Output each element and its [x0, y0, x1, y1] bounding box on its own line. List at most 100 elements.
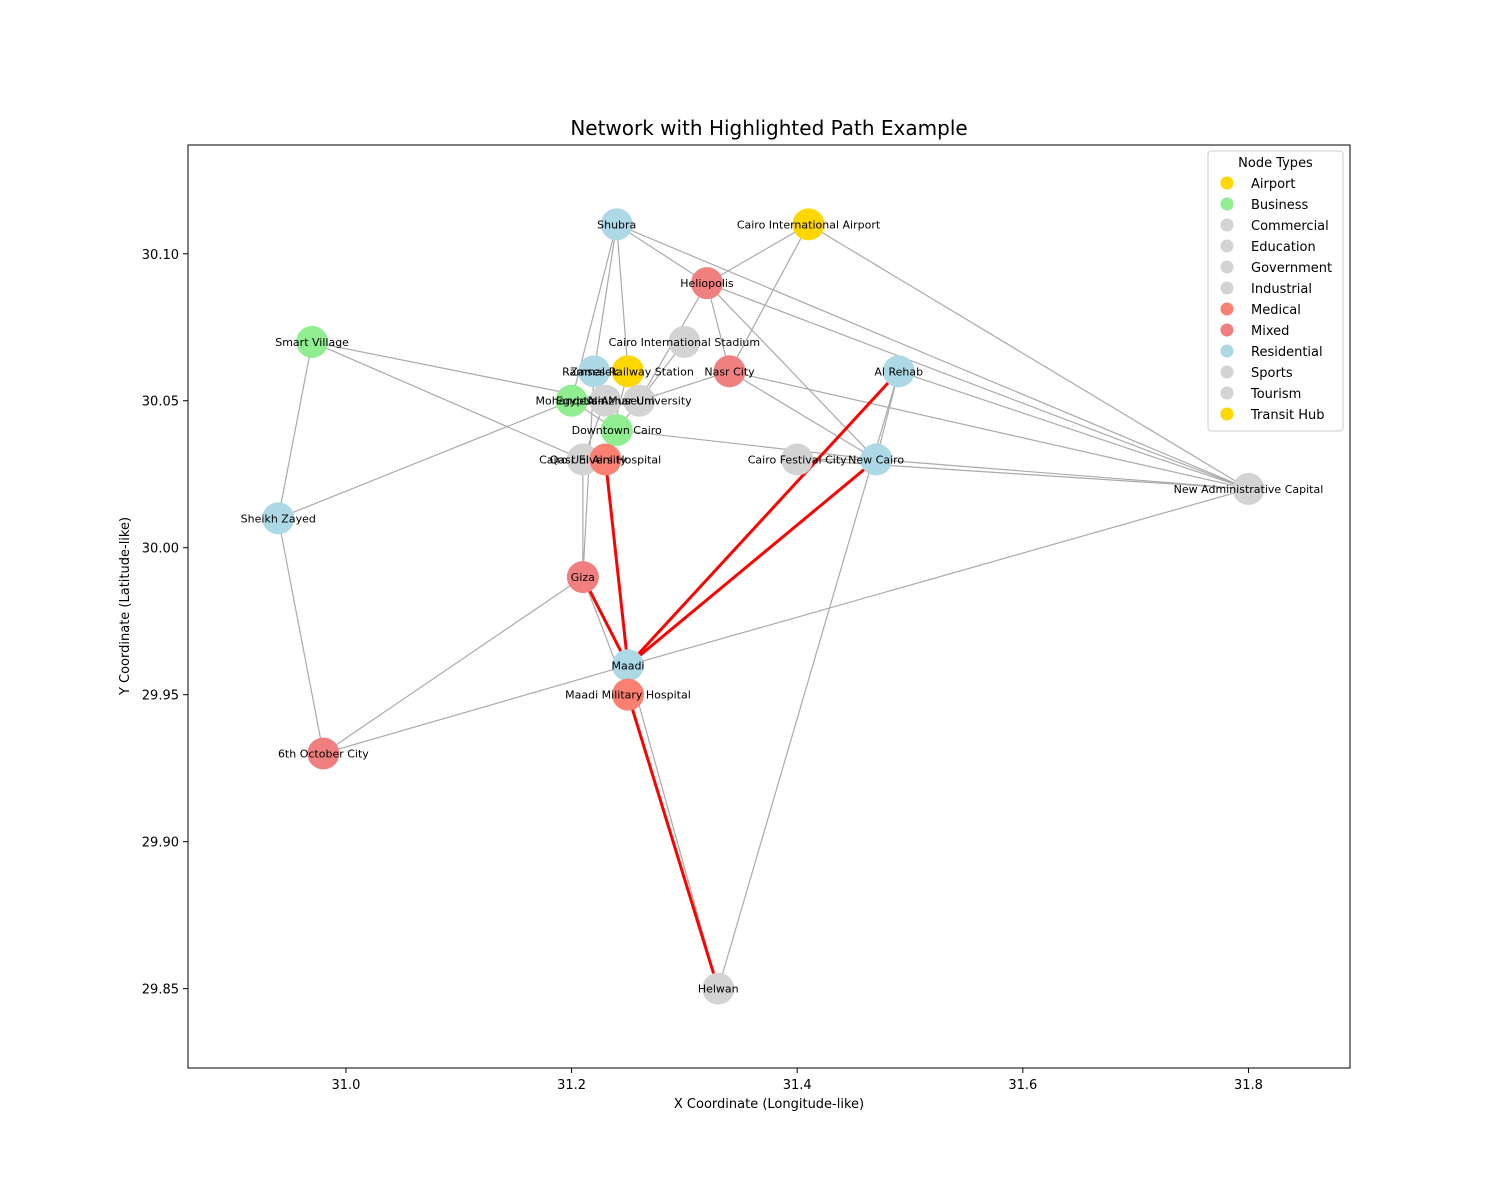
legend-label: Residential: [1251, 345, 1323, 360]
x-tick-label: 31.0: [331, 1078, 360, 1093]
legend-marker-residential: [1220, 344, 1234, 358]
edge-smartvillage-sheikhzayed: [277, 341, 313, 519]
plot-area-frame: [187, 144, 1351, 1069]
y-tick-label: 30.05: [142, 395, 179, 410]
node-label-smartvillage: Smart Village: [275, 336, 349, 349]
edge-heliopolis-newcairo: [706, 282, 877, 460]
node-downtown: [600, 414, 633, 447]
node-label-ramses: Ramses Railway Station: [562, 365, 694, 378]
node-maadihosp: [611, 678, 644, 711]
legend-marker-government: [1220, 260, 1234, 274]
node-label-alazhar: Al-Azhar University: [587, 395, 692, 408]
edge-alrehab-nac: [898, 370, 1249, 490]
node-label-cairouniv: Cairo University: [539, 454, 627, 467]
node-label-downtown: Downtown Cairo: [572, 424, 662, 437]
y-axis-label: Y Coordinate (Latitude-like): [118, 517, 133, 696]
node-airport: [792, 208, 825, 241]
edge-downtown-newcairo: [616, 429, 877, 461]
edge-shubra-zamalek: [593, 224, 618, 372]
edge-alrehab-helwan: [717, 371, 900, 989]
highlighted-edge-maadi-alrehab: [626, 370, 900, 667]
legend-label: Transit Hub: [1250, 408, 1324, 423]
node-label-shubra: Shubra: [597, 218, 636, 231]
legend-marker-airport: [1220, 176, 1234, 190]
legend-marker-mixed: [1220, 323, 1234, 337]
x-axis-label: X Coordinate (Longitude-like): [674, 1097, 864, 1112]
node-festival: [781, 443, 814, 476]
node-nasrcity: [713, 355, 746, 388]
node-museum: [589, 384, 622, 417]
node-helwan: [702, 972, 735, 1005]
edge-maadi-october: [323, 664, 629, 755]
x-tick-label: 31.2: [557, 1078, 586, 1093]
node-label-maadihosp: Maadi Military Hospital: [565, 689, 691, 702]
node-label-zamalek: Zamalek: [570, 365, 619, 378]
node-heliopolis: [690, 267, 723, 300]
node-label-mohandessin: Mohandessin: [535, 395, 607, 408]
highlighted-edge-maadihosp-helwan: [626, 694, 720, 990]
edge-newcairo-nac: [876, 458, 1249, 490]
legend-label: Industrial: [1251, 282, 1312, 297]
edge-smartvillage-cairouniv: [311, 341, 584, 461]
node-shubra: [600, 208, 633, 241]
node-label-newcairo: New Cairo: [848, 454, 904, 467]
legend-marker-business: [1220, 197, 1234, 211]
legend-marker-commercial: [1220, 218, 1234, 232]
node-label-festival: Cairo Festival City: [748, 454, 847, 467]
edge-shubra-nac: [616, 223, 1249, 490]
node-label-helwan: Helwan: [698, 983, 739, 996]
edge-airport-heliopolis: [706, 223, 809, 284]
node-label-nac: New Administrative Capital: [1174, 483, 1324, 496]
x-tick-label: 31.8: [1234, 1078, 1263, 1093]
edges-layer: [277, 223, 1249, 989]
node-label-giza: Giza: [571, 571, 595, 584]
legend: Node Types Airport Business Commercial Educa…: [1207, 150, 1344, 432]
node-label-heliopolis: Heliopolis: [680, 277, 734, 290]
edge-stadium-downtown: [616, 341, 685, 431]
node-label-nasrcity: Nasr City: [704, 365, 755, 378]
node-mohandessin: [555, 384, 588, 417]
node-giza: [566, 561, 599, 594]
legend-marker-medical: [1220, 302, 1234, 316]
node-ramses: [611, 355, 644, 388]
edge-airport-nac: [808, 223, 1249, 490]
edge-shubra-ramses: [616, 224, 629, 372]
node-label-alrehab: Al Rehab: [874, 365, 923, 378]
node-label-sheikhzayed: Sheikh Zayed: [241, 512, 316, 525]
nodes-layer: [262, 208, 1265, 1005]
x-tick-label: 31.6: [1008, 1078, 1037, 1093]
edge-shubra-heliopolis: [616, 223, 708, 284]
highlighted-path-layer: [581, 370, 900, 990]
node-label-october: 6th October City: [278, 747, 369, 760]
legend-label: Mixed: [1251, 324, 1289, 339]
node-stadium: [668, 325, 701, 358]
node-label-airport: Cairo International Airport: [737, 218, 881, 231]
node-newcairo: [860, 443, 893, 476]
node-label-qasr: Qasr El Aini Hospital: [550, 454, 662, 467]
node-label-museum: Egyptian Museum: [556, 395, 655, 408]
legend-marker-tourism: [1220, 386, 1234, 400]
legend-marker-industrial: [1220, 281, 1234, 295]
y-tick-label: 29.85: [142, 983, 179, 998]
node-smartvillage: [296, 325, 329, 358]
chart-title: Network with Highlighted Path Example: [570, 116, 967, 140]
legend-title: Node Types: [1238, 156, 1313, 171]
legend-marker-sports: [1220, 365, 1234, 379]
legend-marker-transit-hub: [1220, 407, 1234, 421]
edge-sheikhzayed-october: [277, 518, 324, 754]
node-sheikhzayed: [262, 502, 295, 535]
y-tick-label: 29.95: [142, 689, 179, 704]
node-labels-layer: Shubra Cairo International Airport Heliopo…: [241, 218, 1324, 995]
edge-maadi-nac: [627, 488, 1249, 666]
node-nac: [1232, 472, 1265, 505]
highlighted-edge-giza-maadi: [581, 576, 630, 666]
y-tick-label: 30.10: [142, 248, 179, 263]
legend-box: [1207, 150, 1344, 432]
legend-label: Commercial: [1251, 219, 1329, 234]
edge-smartvillage-museum: [311, 341, 606, 402]
legend-label: Government: [1251, 261, 1332, 276]
node-cairouniv: [566, 443, 599, 476]
y-axis-ticks: 29.85 29.90 29.95 30.00 30.05 30.10: [142, 248, 188, 998]
edge-nasrcity-newcairo: [729, 370, 877, 461]
